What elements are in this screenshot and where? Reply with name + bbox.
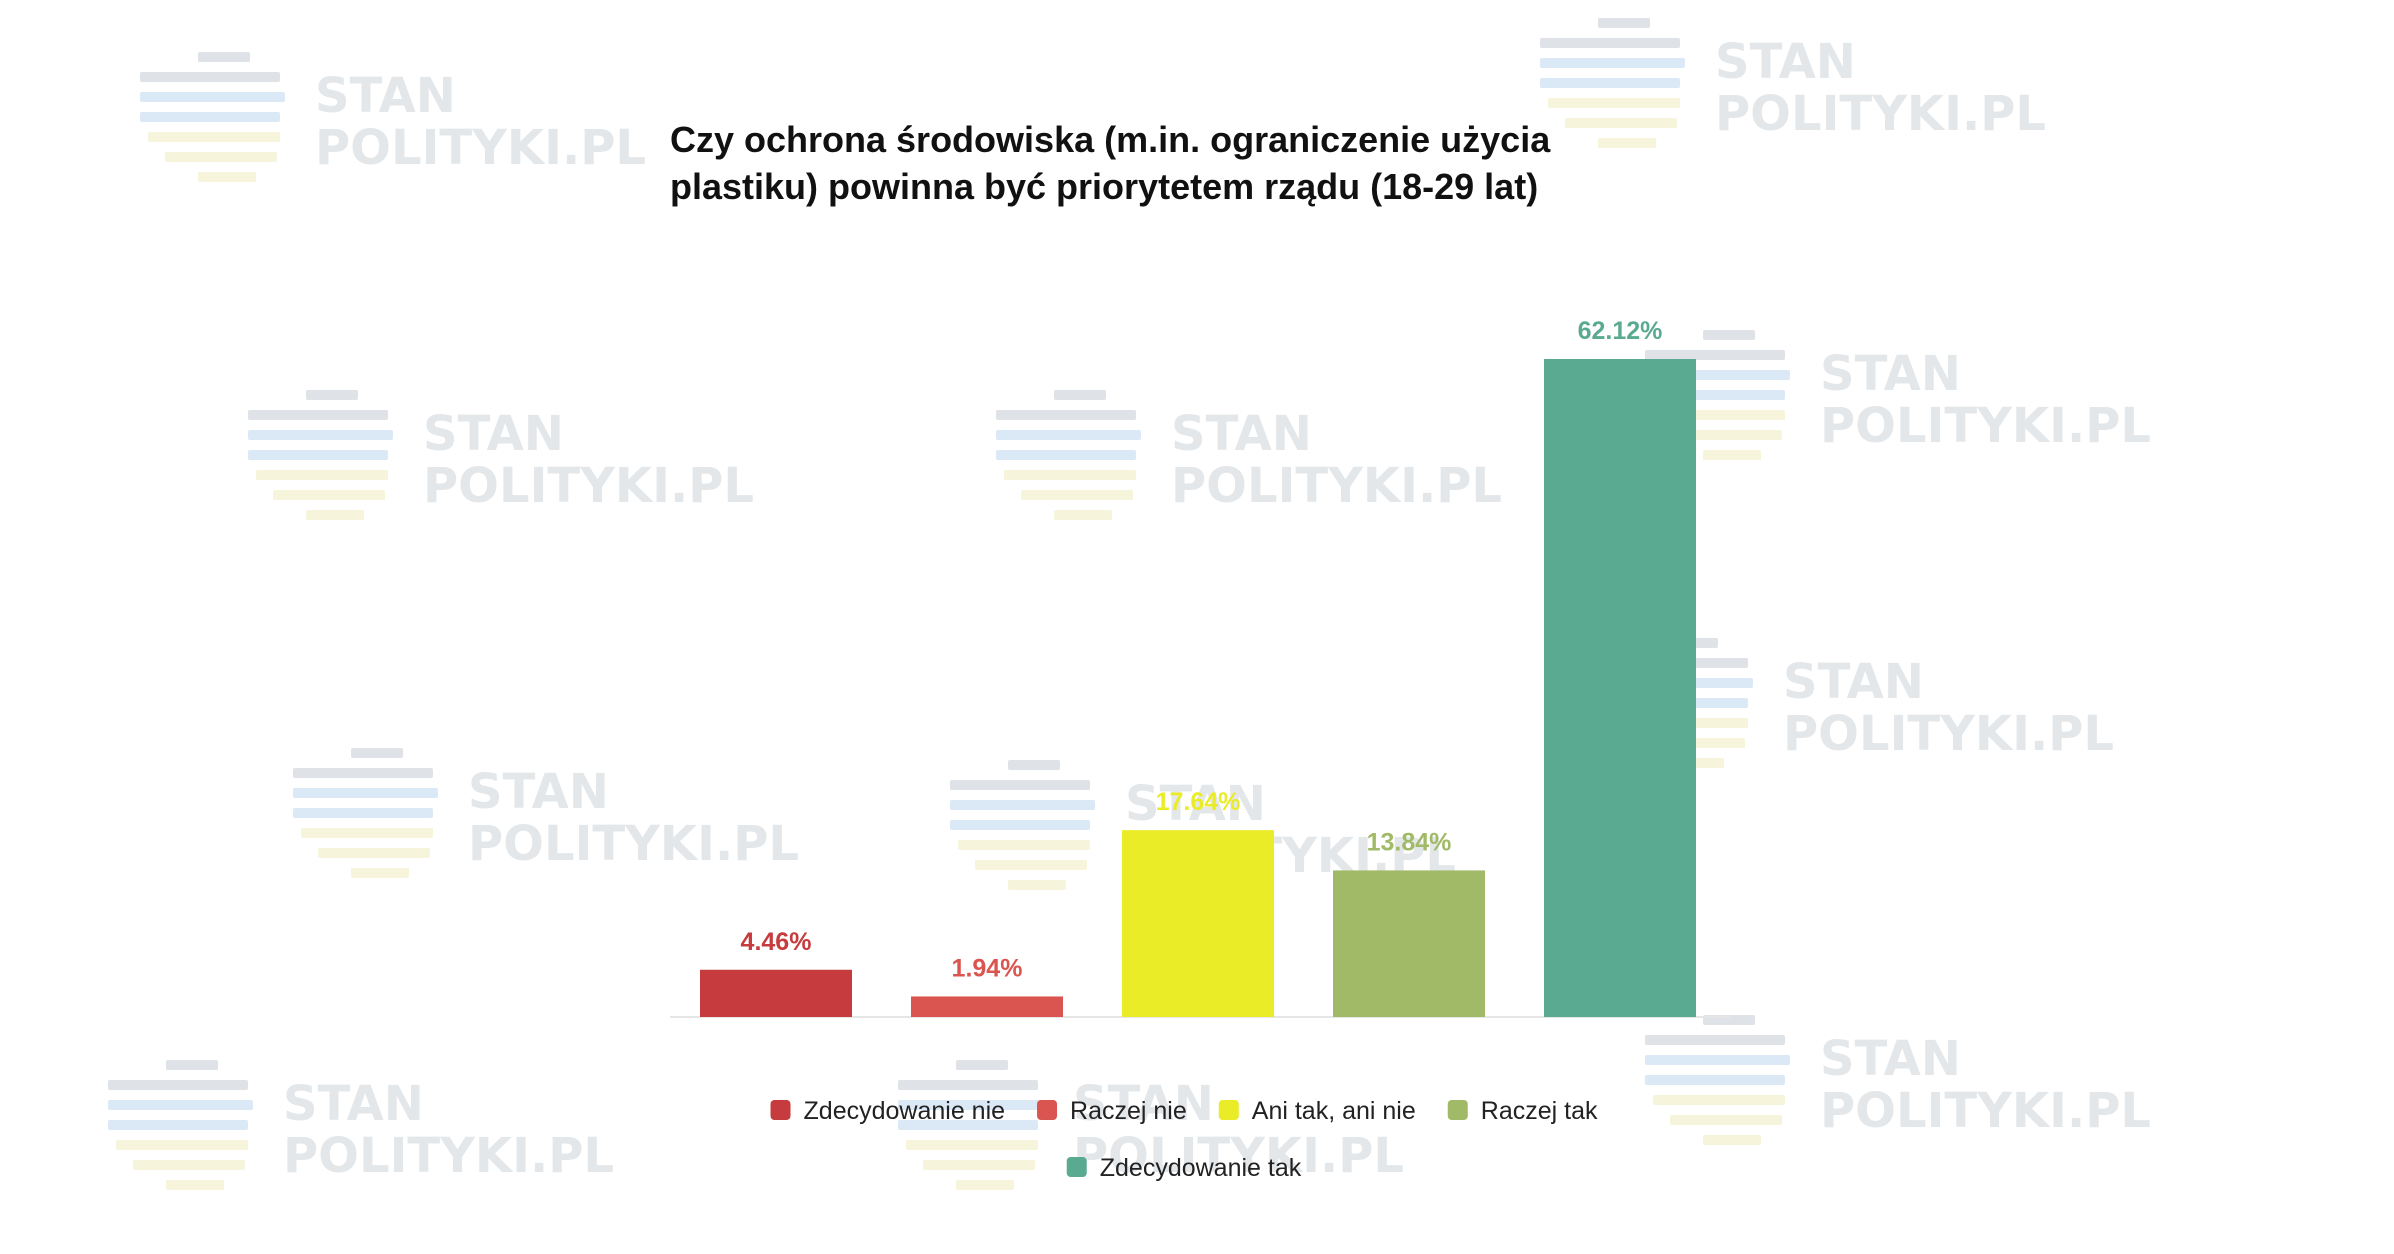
legend: Zdecydowanie nie Raczej nie Ani tak, ani n…	[770, 1097, 1598, 1182]
legend-item-zdecydowanie-tak[interactable]: Zdecydowanie tak	[1066, 1154, 1302, 1182]
bar-ani-tak-ani-nie[interactable]	[1122, 830, 1274, 1017]
watermark-text-line-2: POLITYKI.PL	[283, 1128, 614, 1184]
watermark-text-line-1: STAN	[1171, 406, 1312, 462]
bar-zdecydowanie-tak[interactable]	[1544, 359, 1696, 1017]
bar-zdecydowanie-nie[interactable]	[700, 969, 852, 1017]
chart-title-line-2: plastiku) powinna być priorytetem rządu …	[670, 166, 1538, 207]
watermark-text-line-2: POLITYKI.PL	[1073, 1128, 1404, 1184]
bar-value-label: 17.64%	[1156, 788, 1241, 816]
watermark-text-line-1: STAN	[1820, 1031, 1961, 1087]
watermark-text-line-1: STAN	[1125, 776, 1266, 832]
watermark-text-line-1: STAN	[315, 68, 456, 124]
legend-swatch	[1447, 1100, 1468, 1120]
bar-raczej-tak[interactable]	[1333, 870, 1485, 1017]
legend-label: Zdecydowanie nie	[804, 1097, 1006, 1125]
bar-value-label: 62.12%	[1578, 317, 1663, 345]
watermark-text-line-2: POLITYKI.PL	[1171, 458, 1502, 514]
watermark-text-line-2: POLITYKI.PL	[1715, 86, 2046, 142]
bar-value-label: 4.46%	[741, 928, 812, 956]
watermark-text-line-1: STAN	[468, 764, 609, 820]
watermark-text-line-1: STAN	[283, 1076, 424, 1132]
legend-swatch	[770, 1100, 791, 1120]
legend-swatch	[1218, 1100, 1239, 1120]
watermark-text-line-2: POLITYKI.PL	[423, 458, 754, 514]
bar-value-label: 1.94%	[952, 954, 1023, 982]
legend-label: Raczej nie	[1070, 1097, 1187, 1125]
watermark-text-line-2: POLITYKI.PL	[1820, 398, 2151, 454]
legend-label: Raczej tak	[1481, 1097, 1598, 1125]
data-labels: 4.46% 1.94% 17.64% 13.84% 62.12%	[741, 317, 1663, 982]
watermark-text-line-1: STAN	[1073, 1076, 1214, 1132]
legend-item-zdecydowanie-nie[interactable]: Zdecydowanie nie	[770, 1097, 1006, 1125]
watermark-text-line-1: STAN	[1783, 654, 1924, 710]
bar-series	[700, 359, 1696, 1017]
watermark-text-line-2: POLITYKI.PL	[468, 816, 799, 872]
legend-item-raczej-nie[interactable]: Raczej nie	[1037, 1097, 1187, 1125]
chart-title: Czy ochrona środowiska (m.in. ograniczen…	[670, 119, 1551, 207]
watermark-text-line-2: POLITYKI.PL	[1783, 706, 2114, 762]
watermark-text-line-2: POLITYKI.PL	[315, 120, 646, 176]
legend-item-raczej-tak[interactable]: Raczej tak	[1447, 1097, 1598, 1125]
watermark-text-line-2: POLITYKI.PL	[1820, 1083, 2151, 1139]
watermark-text-line-1: STAN	[1715, 34, 1856, 90]
watermark-text-line-1: STAN	[423, 406, 564, 462]
legend-swatch	[1037, 1100, 1058, 1120]
chart-title-line-1: Czy ochrona środowiska (m.in. ograniczen…	[670, 119, 1551, 160]
bar-value-label: 13.84%	[1367, 828, 1452, 856]
bar-raczej-nie[interactable]	[911, 996, 1063, 1017]
legend-swatch	[1066, 1157, 1087, 1177]
watermark-text-line-1: STAN	[1820, 346, 1961, 402]
legend-item-ani-tak-ani-nie[interactable]: Ani tak, ani nie	[1218, 1097, 1416, 1125]
legend-label: Zdecydowanie tak	[1100, 1154, 1302, 1182]
legend-label: Ani tak, ani nie	[1252, 1097, 1416, 1125]
